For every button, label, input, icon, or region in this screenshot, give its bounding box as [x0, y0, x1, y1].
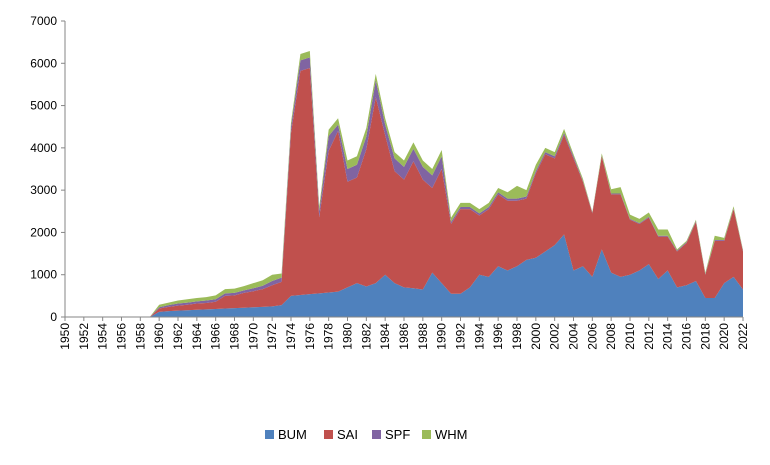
x-tick-label: 2002 [548, 323, 562, 350]
x-tick-label: 2018 [698, 323, 712, 350]
y-tick-label: 5000 [30, 99, 57, 113]
legend-swatch-spf [372, 430, 381, 439]
x-tick-label: 1982 [359, 323, 373, 350]
y-tick-label: 1000 [30, 268, 57, 282]
x-tick-label: 1952 [77, 323, 91, 350]
y-tick-label: 4000 [30, 141, 57, 155]
x-tick-label: 1954 [96, 323, 110, 350]
legend-label-bum: BUM [278, 427, 307, 442]
x-tick-label: 1984 [378, 323, 392, 350]
x-tick-label: 1974 [284, 323, 298, 350]
x-tick-label: 1998 [510, 323, 524, 350]
x-tick-label: 1992 [454, 323, 468, 350]
x-tick-labels: 1950 1952 1954 1956 1958 1960 1962 1964 1966 1968… [58, 317, 750, 350]
x-tick-label: 2016 [680, 323, 694, 350]
x-tick-label: 1990 [435, 323, 449, 350]
x-tick-label: 2012 [642, 323, 656, 350]
x-tick-label: 1986 [397, 323, 411, 350]
y-tick-labels: 0 1000 2000 3000 4000 5000 6000 7000 [30, 14, 65, 324]
y-tick-label: 0 [50, 310, 57, 324]
x-tick-label: 1972 [265, 323, 279, 350]
area-layers [65, 51, 743, 318]
x-tick-label: 2014 [661, 323, 675, 350]
y-tick-label: 7000 [30, 14, 57, 28]
x-tick-label: 1976 [303, 323, 317, 350]
x-tick-label: 1994 [472, 323, 486, 350]
x-tick-label: 1988 [416, 323, 430, 350]
x-tick-label: 1950 [58, 323, 72, 350]
x-tick-label: 2022 [736, 323, 750, 350]
x-tick-label: 1964 [190, 323, 204, 350]
legend-label-spf: SPF [385, 427, 410, 442]
x-tick-label: 2008 [604, 323, 618, 350]
x-tick-label: 1958 [133, 323, 147, 350]
area-bum [65, 234, 743, 317]
x-tick-label: 1996 [491, 323, 505, 350]
x-tick-label: 1966 [209, 323, 223, 350]
x-tick-label: 1968 [228, 323, 242, 350]
x-tick-label: 1960 [152, 323, 166, 350]
x-tick-label: 2010 [623, 323, 637, 350]
x-tick-label: 2004 [567, 323, 581, 350]
x-tick-label: 2000 [529, 323, 543, 350]
x-tick-label: 2020 [717, 323, 731, 350]
x-tick-label: 1962 [171, 323, 185, 350]
x-tick-label: 1980 [341, 323, 355, 350]
y-tick-label: 3000 [30, 183, 57, 197]
area-sai [65, 67, 743, 317]
y-tick-label: 6000 [30, 56, 57, 70]
legend-label-whm: WHM [435, 427, 468, 442]
x-tick-label: 1970 [246, 323, 260, 350]
legend-swatch-sai [324, 430, 333, 439]
legend-swatch-whm [422, 430, 431, 439]
x-tick-label: 1978 [322, 323, 336, 350]
legend: BUM SAI SPF WHM [265, 427, 468, 442]
x-tick-label: 2006 [585, 323, 599, 350]
legend-label-sai: SAI [337, 427, 358, 442]
x-tick-label: 1956 [115, 323, 129, 350]
legend-swatch-bum [265, 430, 274, 439]
y-tick-label: 2000 [30, 225, 57, 239]
